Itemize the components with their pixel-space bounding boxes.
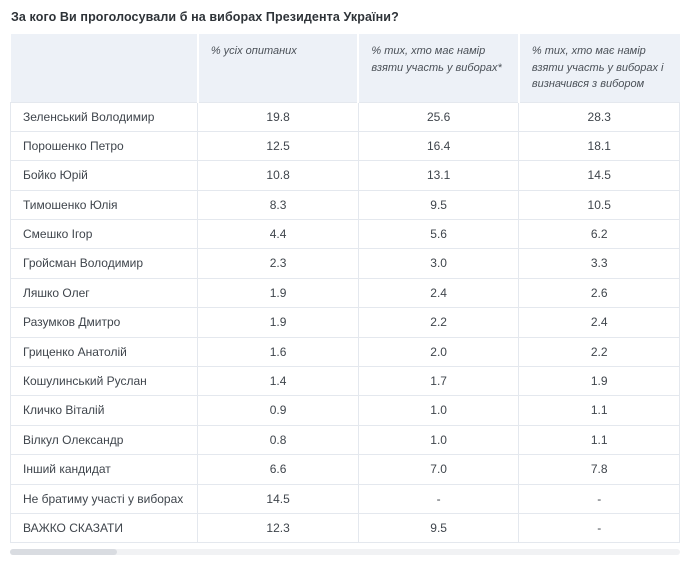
table-row: Вілкул Олександр 0.8 1.0 1.1 <box>9 424 680 456</box>
table-row: Тимошенко Юлія 8.3 9.5 10.5 <box>9 189 680 221</box>
table-row: Смешко Ігор 4.4 5.6 6.2 <box>9 219 680 250</box>
value-cell: 2.2 <box>518 336 680 368</box>
candidate-name-cell: Тимошенко Юлія <box>9 189 199 221</box>
value-cell: 2.3 <box>197 248 359 279</box>
value-cell: 16.4 <box>357 130 520 162</box>
table-row: Ляшко Олег 1.9 2.4 2.6 <box>9 277 680 309</box>
value-cell: 1.9 <box>197 277 359 309</box>
table-row: Гриценко Анатолій 1.6 2.0 2.2 <box>9 336 680 368</box>
value-cell: 1.4 <box>197 366 359 397</box>
table-row: Зеленський Володимир 19.8 25.6 28.3 <box>9 101 680 132</box>
value-cell: 18.1 <box>518 130 680 162</box>
value-cell: 0.8 <box>197 424 359 456</box>
value-cell: 19.8 <box>197 101 359 132</box>
value-cell: 3.0 <box>357 248 520 279</box>
candidate-name-cell: Кошулинський Руслан <box>9 366 199 397</box>
candidate-name-cell: Інший кандидат <box>9 454 199 485</box>
candidate-name-cell: Не братиму участі у виборах <box>9 483 199 514</box>
table-row: Бойко Юрій 10.8 13.1 14.5 <box>9 160 680 191</box>
value-cell: 14.5 <box>197 483 359 514</box>
value-cell: 1.7 <box>357 366 520 397</box>
value-cell: 25.6 <box>357 101 520 132</box>
table-row: Кошулинський Руслан 1.4 1.7 1.9 <box>9 366 680 397</box>
table-row: Разумков Дмитро 1.9 2.2 2.4 <box>9 307 680 338</box>
value-cell: 7.0 <box>357 454 520 485</box>
value-cell: 7.8 <box>518 454 680 485</box>
header-cell-all-respondents: % усіх опитаних <box>197 34 360 103</box>
table-row: Гройсман Володимир 2.3 3.0 3.3 <box>9 248 680 279</box>
value-cell: 1.6 <box>197 336 359 368</box>
value-cell: 2.2 <box>357 307 520 338</box>
value-cell: 10.5 <box>518 189 680 221</box>
horizontal-scrollbar-thumb[interactable] <box>10 549 118 556</box>
candidate-name-cell: Гройсман Володимир <box>9 248 199 279</box>
table-row: Інший кандидат 6.6 7.0 7.8 <box>9 454 680 485</box>
value-cell: 6.2 <box>518 219 680 250</box>
value-cell: 12.3 <box>197 512 359 544</box>
candidate-name-cell: Смешко Ігор <box>9 219 199 250</box>
candidate-name-cell: Ляшко Олег <box>9 277 199 309</box>
value-cell: 1.0 <box>357 424 520 456</box>
header-row: % усіх опитаних % тих, хто має намір взя… <box>10 34 680 103</box>
table-row: Кличко Віталій 0.9 1.0 1.1 <box>9 395 680 426</box>
value-cell: - <box>357 483 520 514</box>
value-cell: - <box>518 483 680 514</box>
value-cell: 2.6 <box>518 277 680 309</box>
value-cell: 3.3 <box>518 248 680 279</box>
value-cell: 5.6 <box>357 219 520 250</box>
value-cell: 4.4 <box>197 219 359 250</box>
table-body: Зеленський Володимир 19.8 25.6 28.3 Порошенк… <box>9 101 680 544</box>
value-cell: 12.5 <box>197 130 359 162</box>
candidate-name-cell: Зеленський Володимир <box>9 101 199 132</box>
value-cell: 14.5 <box>518 160 680 191</box>
candidate-name-cell: Порошенко Петро <box>9 130 199 162</box>
poll-results-table: % усіх опитаних % тих, хто має намір взя… <box>9 34 680 544</box>
value-cell: 2.4 <box>357 277 520 309</box>
header-cell-empty <box>10 34 199 103</box>
page-title: За кого Ви проголосували б на виборах Пр… <box>11 10 399 24</box>
header-cell-intend-to-vote: % тих, хто має намір взяти участь у вибо… <box>358 34 520 103</box>
value-cell: 9.5 <box>357 512 520 544</box>
value-cell: 28.3 <box>518 101 680 132</box>
value-cell: - <box>518 512 680 544</box>
value-cell: 13.1 <box>357 160 520 191</box>
value-cell: 10.8 <box>197 160 359 191</box>
candidate-name-cell: Разумков Дмитро <box>9 307 199 338</box>
candidate-name-cell: Гриценко Анатолій <box>9 336 199 368</box>
value-cell: 1.1 <box>518 395 680 426</box>
value-cell: 1.9 <box>518 366 680 397</box>
horizontal-scrollbar[interactable] <box>10 549 680 556</box>
value-cell: 2.0 <box>357 336 520 368</box>
header-cell-decided-voters: % тих, хто має намір взяти участь у вибо… <box>518 34 680 103</box>
candidate-name-cell: Бойко Юрій <box>9 160 199 191</box>
value-cell: 0.9 <box>197 395 359 426</box>
candidate-name-cell: Кличко Віталій <box>9 395 199 426</box>
value-cell: 9.5 <box>357 189 520 221</box>
value-cell: 2.4 <box>518 307 680 338</box>
value-cell: 1.9 <box>197 307 359 338</box>
candidate-name-cell: ВАЖКО СКАЗАТИ <box>9 512 199 544</box>
table-row: Порошенко Петро 12.5 16.4 18.1 <box>9 130 680 162</box>
table-header: % усіх опитаних % тих, хто має намір взя… <box>10 34 680 103</box>
value-cell: 1.1 <box>518 424 680 456</box>
value-cell: 6.6 <box>197 454 359 485</box>
table-row: Не братиму участі у виборах 14.5- - <box>9 483 680 514</box>
value-cell: 8.3 <box>197 189 359 221</box>
candidate-name-cell: Вілкул Олександр <box>9 424 199 456</box>
table-row: ВАЖКО СКАЗАТИ 12.3 9.5- <box>9 512 680 544</box>
value-cell: 1.0 <box>357 395 520 426</box>
